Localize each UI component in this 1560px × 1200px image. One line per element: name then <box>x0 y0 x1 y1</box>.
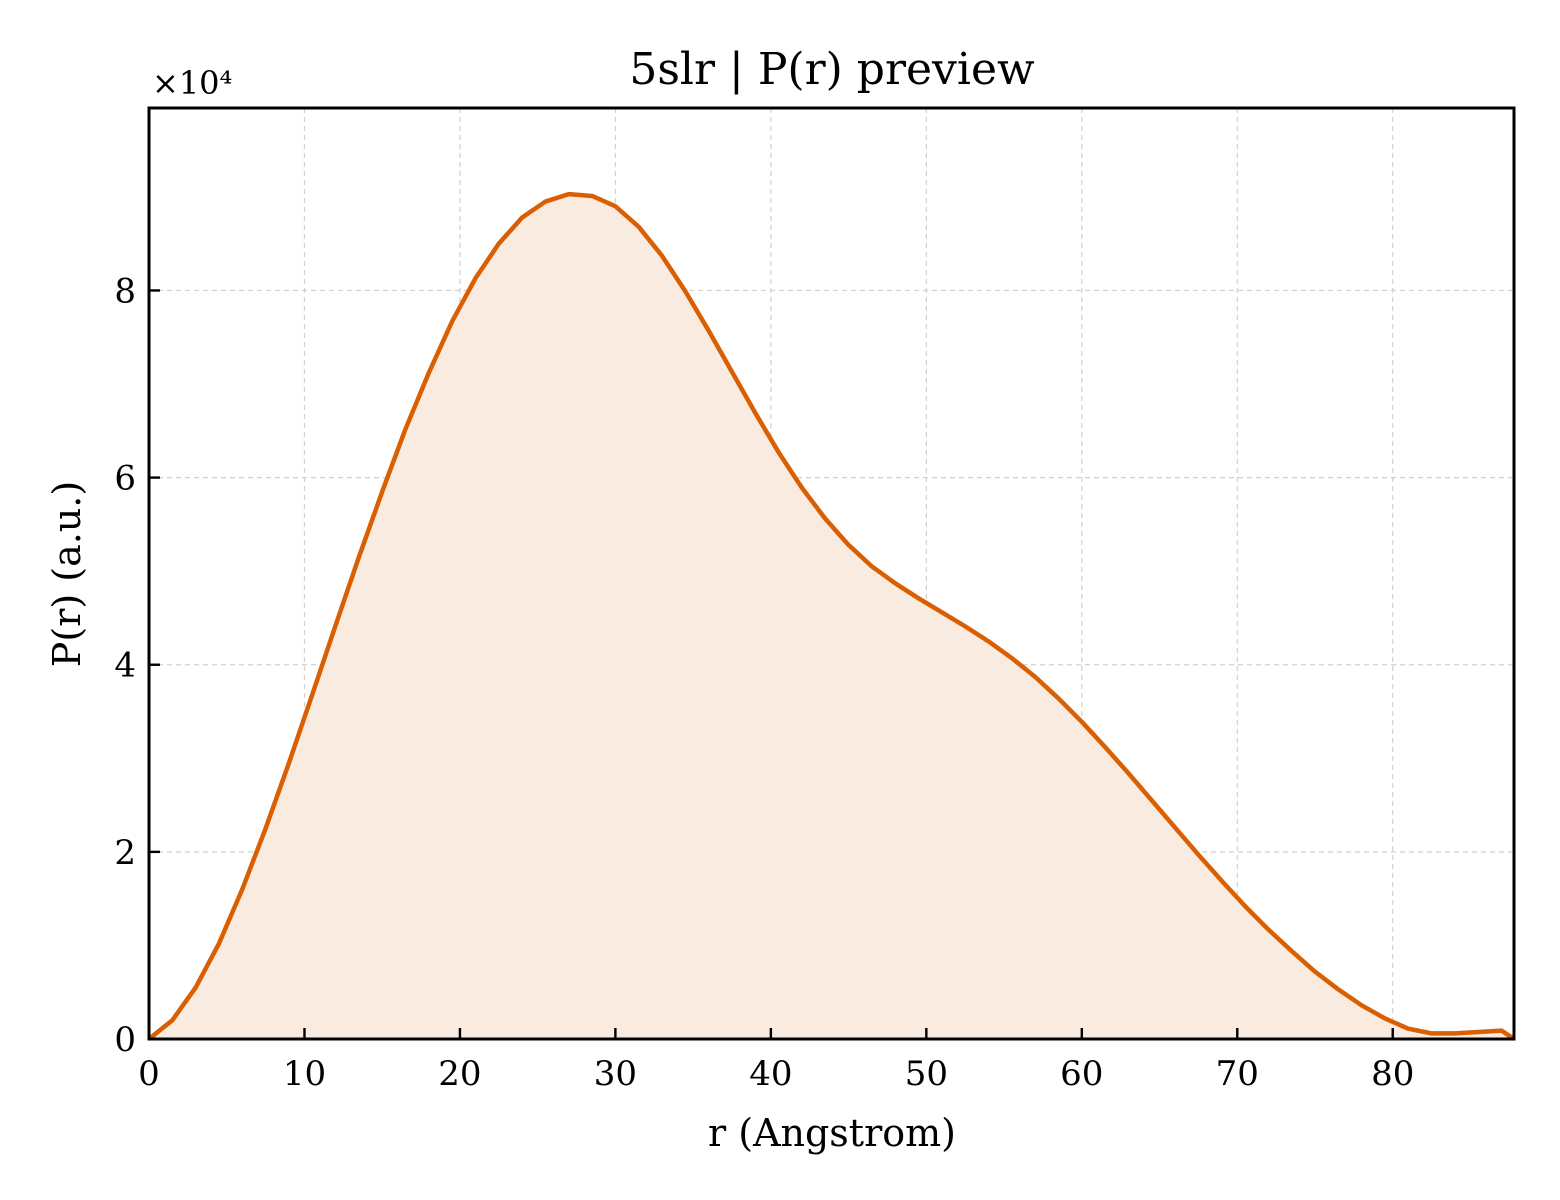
ticks: 0 10 20 30 40 50 60 70 80 0 2 4 6 8 <box>114 271 1414 1094</box>
plot-frame <box>147 106 1516 1041</box>
y-tick-label: 0 <box>114 1020 136 1060</box>
x-tick-label: 50 <box>905 1054 948 1094</box>
series-line <box>147 191 1516 1041</box>
data-area-layer <box>147 191 1516 1041</box>
x-tick-label: 70 <box>1216 1054 1259 1094</box>
y-tick-label: 8 <box>114 271 136 311</box>
x-tick-label: 40 <box>749 1054 792 1094</box>
chart-title: 5slr | P(r) preview <box>629 44 1035 95</box>
y-tick-label: 4 <box>114 646 136 686</box>
x-tick-label: 80 <box>1371 1054 1414 1094</box>
x-tick-label: 20 <box>438 1054 481 1094</box>
x-tick-label: 60 <box>1060 1054 1103 1094</box>
x-axis-label: r (Angstrom) <box>708 1111 956 1155</box>
axes-frame <box>147 106 1516 1041</box>
y-tick-label: 6 <box>114 459 136 499</box>
y-scale-multiplier: ×10⁴ <box>152 64 232 102</box>
x-tick-label: 0 <box>138 1054 160 1094</box>
y-tick-label: 2 <box>114 833 136 873</box>
x-tick-label: 30 <box>594 1054 637 1094</box>
x-tick-label: 10 <box>283 1054 326 1094</box>
y-axis-label: P(r) (a.u.) <box>45 481 89 667</box>
